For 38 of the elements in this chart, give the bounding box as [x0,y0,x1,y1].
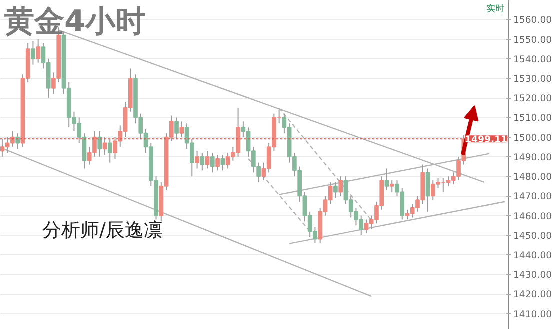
candlestick [31,40,36,66]
y-tick-label: 1420.00 [514,290,552,301]
y-tick-label: 1430.00 [514,270,552,282]
y-tick-label: 1460.00 [514,211,552,222]
y-tick-label: 1410.00 [514,309,552,320]
y-tick-label: 1510.00 [514,113,552,124]
candlestick [426,168,430,212]
candlestick [338,176,344,197]
y-tick-label: 1470.00 [514,192,552,203]
candlestick [205,150,210,170]
y-tick-label: 1490.00 [514,152,552,164]
candlestick [180,121,184,138]
y-tick-label: 1480.00 [514,172,552,184]
y-tick-label: 1550.00 [514,34,552,46]
candlestick [390,180,394,193]
candlestick [334,182,338,199]
y-tick-label: 1500.00 [514,132,552,144]
y-tick-label: 1450.00 [514,230,552,242]
annotation: 分析师/辰逸凛 [42,220,163,242]
y-tick-label: 1530.00 [514,74,552,86]
chart-title: 黄金4小时 [4,4,146,40]
annotation: 实时 [486,4,504,14]
y-tick-label: 1560.00 [514,15,552,26]
candlestick [384,168,390,191]
y-tick-label: 1440.00 [514,250,552,262]
candlestick [195,150,200,170]
candlestick [210,152,215,174]
y-tick-label: 1540.00 [514,54,552,66]
candlestick [220,154,226,172]
candlestick [36,38,41,64]
candlestick [200,152,205,172]
candlestick [102,136,108,156]
candlestick [216,154,220,172]
y-tick-label: 1520.00 [514,94,552,105]
candlestick [16,132,20,150]
candlestick [98,130,102,158]
candlestick [174,117,179,140]
candlestick [108,138,112,164]
